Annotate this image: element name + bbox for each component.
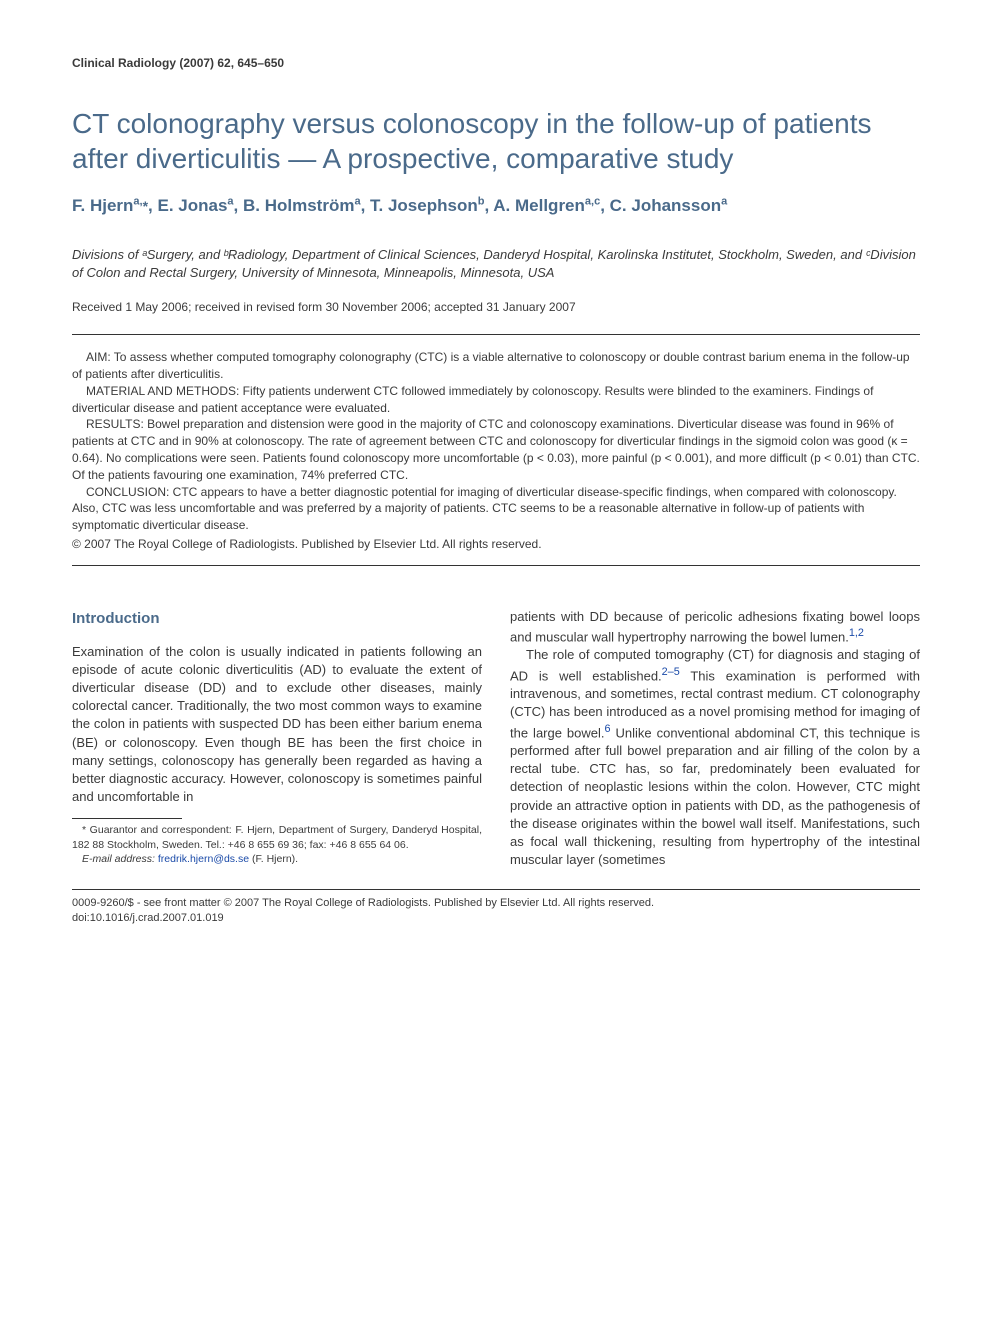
abstract-methods: MATERIAL AND METHODS: Fifty patients und…: [72, 383, 920, 417]
abstract-bottom-rule: [72, 565, 920, 566]
section-heading-introduction: Introduction: [72, 608, 482, 629]
abstract-conclusion: CONCLUSION: CTC appears to have a better…: [72, 484, 920, 534]
article-dates: Received 1 May 2006; received in revised…: [72, 300, 920, 314]
two-column-body: Introduction Examination of the colon is…: [72, 608, 920, 870]
affiliations: Divisions of ᵃSurgery, and ᵇRadiology, D…: [72, 246, 920, 282]
doi-line: doi:10.1016/j.crad.2007.01.019: [72, 911, 920, 926]
left-column: Introduction Examination of the colon is…: [72, 608, 482, 866]
abstract-aim: AIM: To assess whether computed tomograp…: [72, 349, 920, 383]
journal-reference: Clinical Radiology (2007) 62, 645–650: [72, 56, 920, 70]
abstract-results: RESULTS: Bowel preparation and distensio…: [72, 416, 920, 483]
ref-2-5[interactable]: 2–5: [662, 666, 680, 678]
article-title: CT colonography versus colonoscopy in th…: [72, 106, 920, 176]
ref-1-2[interactable]: 1,2: [849, 627, 864, 639]
right-column: patients with DD because of pericolic ad…: [510, 608, 920, 870]
email-name: (F. Hjern).: [252, 853, 298, 865]
intro-paragraph-1: Examination of the colon is usually indi…: [72, 643, 482, 807]
abstract-copyright: © 2007 The Royal College of Radiologists…: [72, 536, 920, 553]
authors-line: F. Hjerna,*, E. Jonasa, B. Holmströma, T…: [72, 194, 920, 218]
body-area: Introduction Examination of the colon is…: [72, 608, 920, 870]
email-footnote: E-mail address: fredrik.hjern@ds.se (F. …: [72, 852, 482, 866]
bottom-rule: [72, 889, 920, 890]
front-matter-line: 0009-9260/$ - see front matter © 2007 Th…: [72, 896, 920, 911]
email-address[interactable]: fredrik.hjern@ds.se: [158, 853, 249, 865]
corresponding-author-footnote: * Guarantor and correspondent: F. Hjern,…: [72, 823, 482, 851]
footnotes: * Guarantor and correspondent: F. Hjern,…: [72, 823, 482, 866]
col2-p2c: Unlike conventional abdominal CT, this t…: [510, 725, 920, 867]
intro-paragraph-2: The role of computed tomography (CT) for…: [510, 646, 920, 869]
footnote-separator: [72, 818, 182, 819]
intro-paragraph-1-cont: patients with DD because of pericolic ad…: [510, 608, 920, 647]
abstract-block: AIM: To assess whether computed tomograp…: [72, 335, 920, 565]
email-label: E-mail address:: [82, 853, 155, 865]
